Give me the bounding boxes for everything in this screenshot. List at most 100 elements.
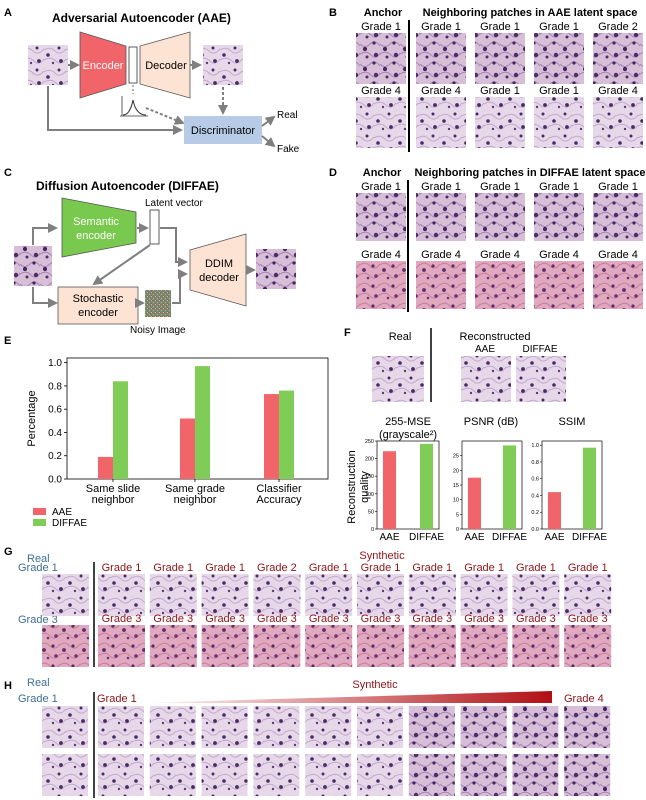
synthetic-patch-image-g [98, 574, 145, 616]
chart-e-xtick-label: neighbor [174, 494, 217, 506]
synthetic-patch-image-g [201, 625, 249, 667]
synthetic-grade-label-g: Grade 1 [205, 562, 245, 574]
chart-e-bar-diffae [279, 390, 294, 479]
chart-f-ytick-label: 1.0 [531, 443, 539, 449]
reconstructed-patch-image [203, 45, 243, 85]
diffae-neighbor-grade-label: Grade 4 [421, 249, 461, 261]
arrow-noise-to-ddim [172, 269, 188, 304]
interpolated-patch-image-h [357, 754, 403, 796]
interpolated-patch-image-h [408, 754, 455, 796]
synthetic-grade-label-g: Grade 1 [361, 562, 401, 574]
real-patch-image-f [372, 356, 424, 402]
panel-a: A Adversarial Autoencoder (AAE) Encoder … [4, 7, 300, 155]
diffae-neighbor-patch-image [593, 261, 643, 309]
synthetic-grade-label-g: Grade 1 [516, 562, 556, 574]
interpolated-patch-image-h [460, 754, 507, 796]
chart-e-legend-label: AAE [52, 507, 72, 518]
synthetic-grade-label-g: Grade 1 [464, 562, 504, 574]
panel-letter-g: G [4, 546, 13, 558]
panel-letter-c: C [4, 167, 12, 179]
aae-neighbor-grade-label: Grade 1 [539, 85, 579, 97]
aae-neighbor-grade-label: Grade 1 [480, 85, 520, 97]
diffae-neighbor-patch-image [356, 193, 406, 241]
chart-f-xtick-label: AAE [379, 532, 399, 543]
real-patch-image-h [42, 754, 88, 796]
chart-f-ytick-label: 15 [453, 483, 459, 489]
chart-f-bar-aae [383, 451, 396, 529]
input-patch-image [28, 45, 68, 85]
chart-f-bar-diffae [503, 445, 516, 529]
chart-f-subtitle: (grayscale²) [379, 429, 437, 441]
chart-e-xtick-label: neighbor [92, 494, 135, 506]
chart-f-xtick-label: DIFFAE [572, 532, 607, 543]
chart-f-bar-diffae [420, 443, 433, 529]
arrow-to-real [261, 115, 276, 127]
chart-f-ytick-label: 10 [453, 498, 459, 504]
synthetic-grade-label-g: Grade 3 [205, 613, 245, 625]
synthetic-patch-image-g [98, 625, 145, 667]
arrow-input-to-discriminator [47, 86, 183, 135]
synthetic-patch-image-g [408, 625, 456, 667]
panel-letter-e: E [4, 335, 11, 347]
synthetic-patch-image-g [564, 574, 612, 616]
fake-output-label: Fake [277, 144, 300, 155]
panel-letter-a: A [4, 7, 12, 19]
synthetic-patch-image-g [512, 574, 560, 616]
chart-e-bar-aae [264, 394, 279, 479]
panel-c-title: Diffusion Autoencoder (DIFFAE) [36, 179, 219, 193]
chart-e-ytick-label: 0.0 [48, 475, 62, 486]
arrow-prior-to-discriminator [145, 107, 185, 125]
chart-f-ytick-label: 0.2 [531, 510, 539, 516]
panel-a-title: Adversarial Autoencoder (AAE) [52, 11, 231, 25]
reconstructed-patch-image-c [256, 249, 296, 289]
decoder-label: Decoder [145, 60, 187, 72]
panel-letter-f: F [344, 327, 351, 339]
synthetic-grade-label-g: Grade 3 [153, 613, 193, 625]
chart-e-xtick-label: Accuracy [256, 494, 302, 506]
synthetic-grade-label-g: Grade 1 [412, 562, 452, 574]
panel-b: B Anchor Neighboring patches in AAE late… [329, 7, 643, 152]
aae-neighbor-patch-image [593, 33, 643, 84]
arrow-latent-to-stochastic [92, 244, 151, 286]
synthetic-patch-image-g [512, 625, 560, 667]
chart-e-xtick-label: Same grade [165, 483, 225, 495]
real-grade-label-g: Grade 3 [18, 614, 58, 626]
aae-neighbor-grade-label: Grade 1 [361, 21, 401, 33]
chart-f-ytick-label: 25 [453, 454, 459, 460]
synthetic-patch-image-g [408, 574, 456, 616]
interpolated-patch-image-h [512, 754, 559, 796]
chart-f-ytick-label: 50 [368, 509, 374, 515]
aae-neighbor-patch-image [356, 97, 406, 148]
synthetic-grade-label-g: Grade 1 [309, 562, 349, 574]
real-patch-image-g [42, 625, 89, 667]
anchor-heading-d: Anchor [363, 167, 402, 179]
synthetic-patch-image-g [201, 574, 249, 616]
diffae-neighbor-grade-label: Grade 4 [539, 249, 579, 261]
panel-h: H Real Synthetic Grade 1 Grade 1 Grade 4 [4, 677, 611, 798]
chart-e-ytick-label: 0.2 [48, 451, 62, 462]
chart-f-ytick-label: 0.0 [531, 527, 539, 533]
chart-e-bar-aae [98, 456, 113, 479]
synthetic-grade-label-g: Grade 3 [516, 613, 556, 625]
interpolated-patch-image-h [149, 706, 196, 748]
synthetic-heading-h: Synthetic [352, 679, 398, 691]
aae-heading-f: AAE [475, 344, 495, 355]
aae-neighbor-grade-label: Grade 2 [598, 21, 638, 33]
aae-neighbor-grade-label: Grade 1 [421, 21, 461, 33]
stochastic-encoder-label-line2: encoder [78, 307, 118, 319]
interpolated-patch-image-h [357, 706, 403, 748]
synthetic-patch-image-g [460, 625, 508, 667]
diffae-neighbor-grade-label: Grade 4 [598, 249, 638, 261]
synthetic-patch-image-g [305, 574, 353, 616]
synthetic-patch-image-g [253, 625, 301, 667]
chart-f-ytick-label: 100 [365, 492, 374, 498]
interpolated-patch-image-h [460, 706, 507, 748]
synthetic-patch-image-g [149, 625, 197, 667]
chart-f-frame [376, 440, 440, 530]
chart-f-xtick-label: DIFFAE [492, 532, 527, 543]
synthetic-patch-image-g [149, 574, 197, 616]
real-patch-image-h [42, 706, 88, 748]
chart-e-ytick-label: 0.4 [48, 428, 62, 439]
